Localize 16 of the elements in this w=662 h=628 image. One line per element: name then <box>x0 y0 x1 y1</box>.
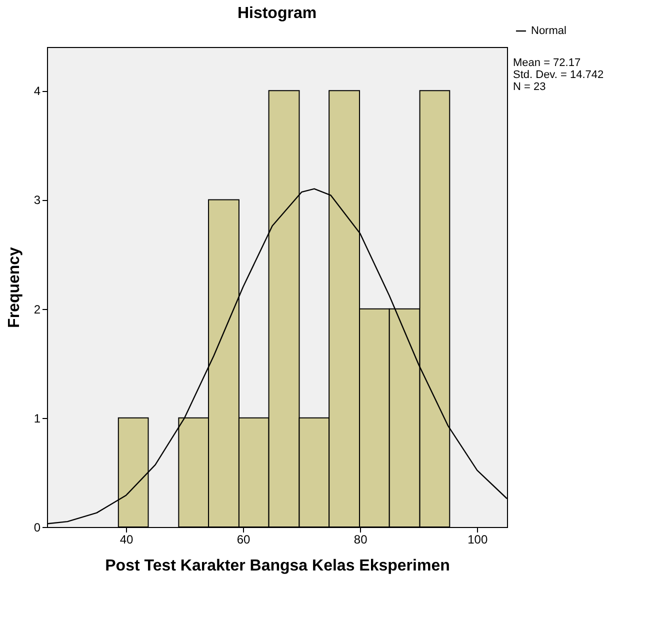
x-tick-label: 80 <box>354 532 368 546</box>
chart-title: Histogram <box>237 5 317 22</box>
legend-label: Normal <box>531 25 566 37</box>
y-tick-label: 1 <box>34 411 41 426</box>
y-tick-label: 3 <box>34 193 41 208</box>
text: N = 23 <box>513 81 546 93</box>
x-tick-label: 60 <box>236 532 251 546</box>
y-tick-label: 2 <box>34 302 41 316</box>
y-axis-title: Frequency <box>6 246 23 328</box>
y-tick-label: 4 <box>34 84 41 98</box>
x-axis-title: Post Test Karakter Bangsa Kelas Eksperimen <box>105 558 450 574</box>
text: Std. Dev. = 14.742 <box>513 69 604 81</box>
x-tick-label: 40 <box>120 532 134 546</box>
y-tick-label: 0 <box>34 520 41 534</box>
x-tick-label: 100 <box>468 532 488 546</box>
text: Mean = 72.17 <box>513 57 581 69</box>
